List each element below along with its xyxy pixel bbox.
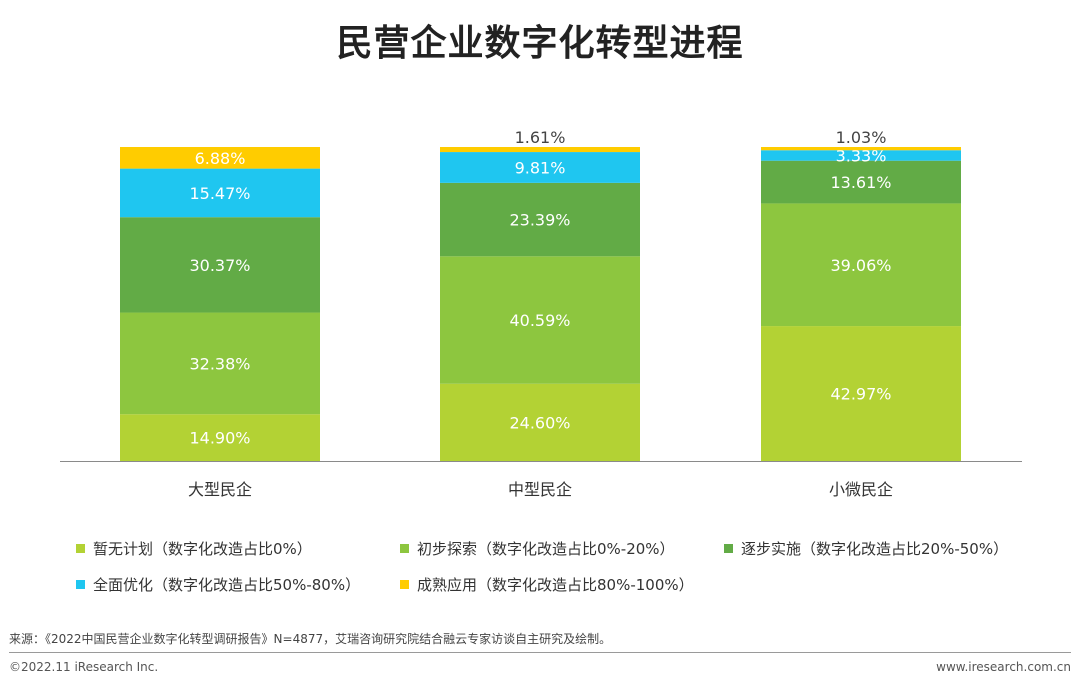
legend-swatch (400, 544, 409, 553)
bar-segment (761, 160, 961, 204)
legend-item-full-optimization: 全面优化（数字化改造占比50%-80%） (76, 574, 360, 595)
category-label: 中型民企 (508, 480, 572, 499)
data-label: 3.33% (836, 146, 887, 165)
legend-label: 暂无计划（数字化改造占比0%） (93, 540, 312, 558)
category-label: 小微民企 (829, 480, 893, 499)
data-label: 30.37% (189, 256, 250, 275)
legend-swatch (76, 580, 85, 589)
data-label: 42.97% (830, 385, 891, 404)
stacked-bar-chart: 14.90% 32.38% 30.37% 15.47% 6.88% 大型民企 24.60% 4… (60, 128, 1022, 499)
legend-swatch (76, 544, 85, 553)
chart-title: 民营企业数字化转型进程 (336, 23, 744, 64)
legend-label: 成熟应用（数字化改造占比80%-100%） (417, 576, 694, 594)
category-label: 大型民企 (188, 480, 252, 499)
bar-segment (120, 312, 320, 415)
legend-swatch (400, 580, 409, 589)
data-label: 1.61% (515, 128, 566, 147)
legend-item-no-plan: 暂无计划（数字化改造占比0%） (76, 538, 312, 559)
data-label: 23.39% (509, 211, 570, 230)
data-label: 1.03% (836, 128, 887, 147)
bar-segment (761, 326, 961, 461)
copyright: ©2022.11 iResearch Inc. (9, 660, 159, 674)
data-label: 13.61% (830, 173, 891, 192)
legend-label: 初步探索（数字化改造占比0%-20%） (417, 540, 675, 558)
website-link[interactable]: www.iresearch.com.cn (936, 660, 1071, 674)
bar-segment (440, 147, 640, 153)
data-label: 6.88% (195, 149, 246, 168)
legend-item-initial-exploration: 初步探索（数字化改造占比0%-20%） (400, 538, 675, 559)
footer-divider (9, 652, 1071, 653)
bar-segment (440, 182, 640, 257)
data-label: 40.59% (509, 311, 570, 330)
bar-segment (761, 203, 961, 327)
bar-segment (120, 414, 320, 461)
legend-swatch (724, 544, 733, 553)
bar-segment (120, 147, 320, 169)
legend-item-mature-application: 成熟应用（数字化改造占比80%-100%） (400, 574, 694, 595)
bar-segment (120, 217, 320, 313)
bar-segment (440, 256, 640, 384)
data-label: 9.81% (515, 158, 566, 177)
bar-segment (761, 147, 961, 151)
data-label: 14.90% (189, 429, 250, 448)
legend-label: 逐步实施（数字化改造占比20%-50%） (741, 540, 1009, 558)
bar-segment (761, 150, 961, 161)
source-note: 来源：《2022中国民营企业数字化转型调研报告》N=4877，艾瑞咨询研究院结合… (9, 632, 612, 646)
data-label: 24.60% (509, 413, 570, 432)
data-label: 15.47% (189, 184, 250, 203)
bar-segment (440, 152, 640, 183)
bar-segment (440, 383, 640, 461)
bar-segment (120, 168, 320, 218)
legend-item-gradual-implementation: 逐步实施（数字化改造占比20%-50%） (724, 538, 1008, 559)
data-label: 32.38% (189, 354, 250, 373)
data-label: 39.06% (830, 256, 891, 275)
legend-label: 全面优化（数字化改造占比50%-80%） (93, 576, 361, 594)
